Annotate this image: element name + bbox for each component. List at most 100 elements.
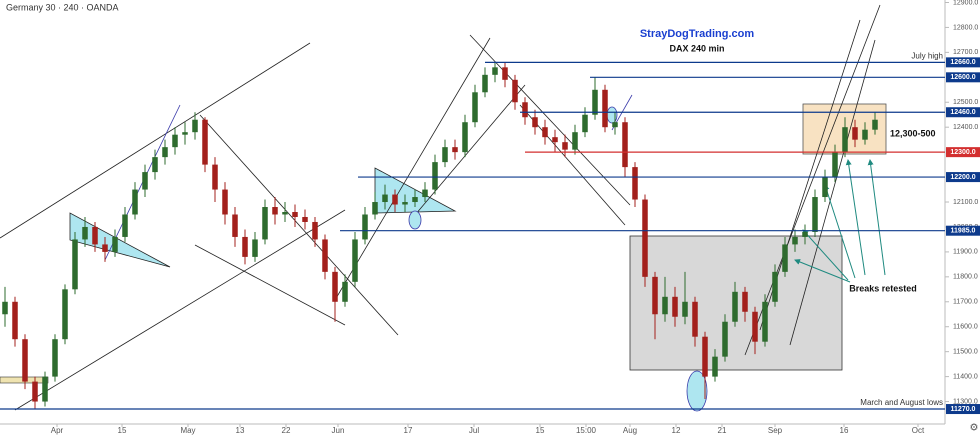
level-label-box: [946, 107, 980, 118]
trendline: [414, 84, 526, 216]
candle-body: [272, 207, 278, 215]
annotation: 12,300-500: [890, 128, 936, 138]
y-tick-label: 12900.0: [953, 0, 978, 6]
trendline: [194, 244, 346, 326]
candle-body: [22, 339, 28, 382]
candle-body: [862, 129, 868, 140]
trendline: [789, 39, 876, 346]
candle-body: [192, 119, 198, 133]
x-tick-label: 15:00: [576, 426, 597, 435]
candle-body: [322, 239, 328, 272]
candle-body: [52, 339, 58, 377]
candle-body: [152, 157, 158, 173]
arrow: [867, 159, 886, 276]
arrow: [845, 159, 866, 276]
candle-body: [92, 226, 98, 245]
candle-body: [452, 147, 458, 153]
candle-body: [372, 202, 378, 215]
candle-body: [512, 79, 518, 103]
y-tick-label: 12500.0: [953, 99, 978, 106]
y-tick-label: 11900.0: [953, 249, 978, 256]
x-tick-label: Sep: [768, 426, 783, 435]
candle-body: [262, 207, 268, 240]
candle-body: [72, 239, 78, 290]
candle-body: [522, 102, 528, 118]
arrow: [802, 229, 849, 281]
candle-body: [712, 356, 718, 377]
candle-body: [422, 189, 428, 198]
candle-body: [812, 197, 818, 232]
x-tick-label: 13: [236, 426, 245, 435]
candle-body: [242, 236, 248, 257]
candle-body: [292, 212, 298, 217]
candle-body: [572, 132, 578, 150]
annotation: Breaks retested: [849, 283, 917, 293]
level-label-box: [946, 172, 980, 183]
y-tick-label: 12700.0: [953, 49, 978, 56]
level-label: 12300.0: [950, 149, 975, 156]
y-tick-label: 11800.0: [953, 274, 978, 281]
settings-icon[interactable]: ⚙: [970, 423, 979, 434]
candle-body: [132, 189, 138, 215]
y-tick-label: 11500.0: [953, 349, 978, 356]
x-tick-label: Aug: [623, 426, 637, 435]
level-label: 11270.0: [951, 406, 976, 413]
highlight: [408, 210, 422, 230]
candle-body: [652, 276, 658, 315]
candle-body: [202, 119, 208, 165]
trendline: [14, 209, 346, 411]
x-tick-label: 15: [118, 426, 127, 435]
candle-body: [852, 127, 858, 140]
level-label: 11985.0: [951, 228, 976, 235]
level-label-box: [946, 147, 980, 158]
candle-body: [752, 311, 758, 342]
candle-body: [552, 137, 558, 143]
level-note: March and August lows: [860, 398, 943, 407]
candle-body: [12, 301, 18, 340]
candle-body: [642, 199, 648, 277]
candle-body: [582, 114, 588, 133]
candle-body: [702, 336, 708, 377]
candle-body: [32, 381, 38, 402]
candle-body: [432, 162, 438, 190]
candle-body: [82, 226, 88, 240]
highlight: [686, 370, 708, 412]
level-label: 12460.0: [950, 109, 975, 116]
candle-body: [732, 291, 738, 322]
candle-body: [742, 291, 748, 312]
candle-body: [362, 214, 368, 240]
trendline: [0, 42, 311, 239]
candle-body: [612, 122, 618, 128]
candle-body: [62, 289, 68, 340]
candle-body: [492, 67, 498, 75]
y-tick-label: 11300.0: [953, 398, 978, 405]
trendline: [744, 4, 881, 356]
x-tick-label: Oct: [912, 426, 925, 435]
candle-body: [282, 212, 288, 215]
candle-body: [562, 142, 568, 150]
candle-body: [472, 92, 478, 123]
chart-subtitle: DAX 240 min: [669, 43, 724, 53]
candle-body: [792, 236, 798, 245]
candle-body: [412, 197, 418, 203]
level-label-box: [946, 57, 980, 68]
arrow: [823, 184, 856, 279]
candle-body: [822, 177, 828, 198]
y-tick-label: 12100.0: [953, 199, 978, 206]
y-tick-label: 11700.0: [953, 299, 978, 306]
level-label: 12600.0: [950, 74, 975, 81]
candle-body: [382, 194, 388, 203]
candle-body: [802, 231, 808, 237]
x-tick-label: 22: [282, 426, 291, 435]
level-label-box: [946, 225, 980, 236]
candle-body: [332, 271, 338, 302]
candle-body: [442, 147, 448, 163]
candle-body: [252, 239, 258, 257]
candle-body: [392, 194, 398, 205]
candle-body: [542, 127, 548, 138]
candle-body: [692, 301, 698, 337]
candle-body: [672, 296, 678, 317]
drawings: [0, 0, 946, 425]
y-tick-label: 11400.0: [953, 373, 978, 380]
x-tick-label: May: [180, 426, 195, 435]
